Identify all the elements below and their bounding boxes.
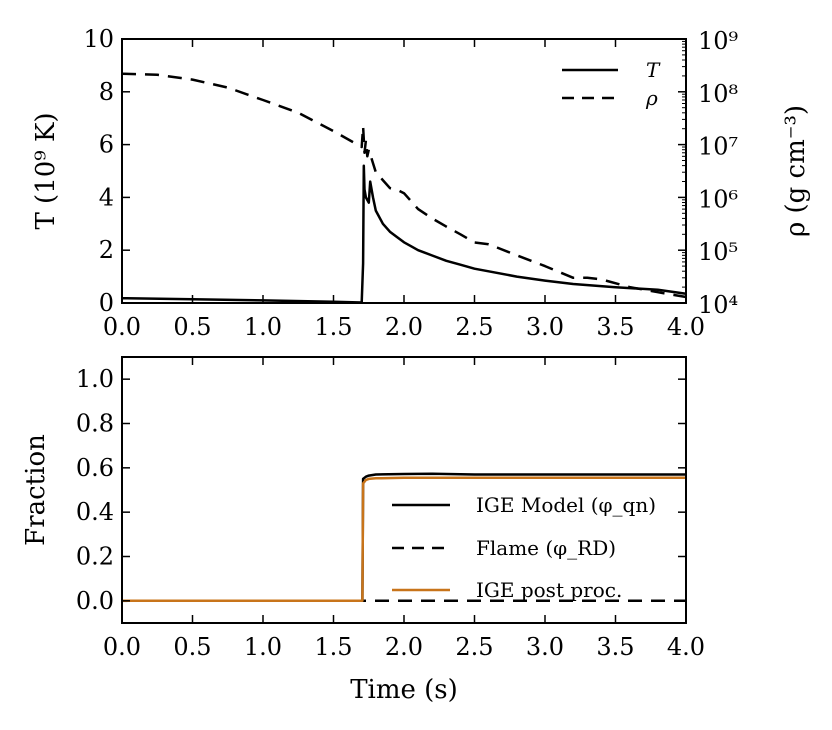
y2-tick-label: 10⁴ bbox=[698, 291, 738, 319]
x-tick-label: 3.0 bbox=[526, 313, 564, 341]
x-tick-label: 3.0 bbox=[526, 633, 564, 661]
legend-label-ige-model: IGE Model (φ_qn) bbox=[476, 493, 656, 517]
bottom-plot-area bbox=[122, 472, 686, 603]
y-tick-label: 0.6 bbox=[76, 454, 114, 482]
y2-tick-label: 10⁵ bbox=[698, 238, 738, 266]
top-legend: T ρ bbox=[562, 58, 661, 110]
x-tick-label: 1.0 bbox=[244, 633, 282, 661]
x-tick-label: 0.5 bbox=[173, 313, 211, 341]
x-tick-label: 3.5 bbox=[596, 313, 634, 341]
y2-tick-label: 10⁹ bbox=[698, 27, 739, 55]
series-line-ige-post-proc- bbox=[122, 476, 686, 603]
x-tick-label: 2.5 bbox=[455, 313, 493, 341]
x-tick-label: 0.0 bbox=[103, 633, 141, 661]
legend-label-rho: ρ bbox=[645, 86, 658, 110]
x-tick-label: 1.0 bbox=[244, 313, 282, 341]
top-y2-axis-label: ρ (g cm⁻³) bbox=[781, 105, 811, 237]
y-tick-label: 0.4 bbox=[76, 498, 114, 526]
y-tick-label: 6 bbox=[99, 131, 114, 159]
x-tick-label: 4.0 bbox=[667, 633, 705, 661]
y-tick-label: 1.0 bbox=[76, 365, 114, 393]
y-tick-label: 4 bbox=[99, 183, 114, 211]
x-tick-label: 2.0 bbox=[385, 313, 423, 341]
y-tick-label: 0.8 bbox=[76, 410, 114, 438]
x-tick-label: 0.0 bbox=[103, 313, 141, 341]
y2-tick-label: 10⁸ bbox=[698, 80, 738, 108]
y2-tick-label: 10⁶ bbox=[698, 185, 738, 213]
bottom-legend: IGE Model (φ_qn) Flame (φ_RD) IGE post p… bbox=[392, 493, 656, 602]
x-axis-label: Time (s) bbox=[350, 675, 458, 705]
top-plot-area bbox=[121, 72, 687, 304]
legend-label-ige-post: IGE post proc. bbox=[476, 578, 622, 602]
top-panel: 0.0 0.5 1.0 1.5 2.0 2.5 3.0 3.5 4.0 0 2 4 6 8 10 10⁴ 10⁵… bbox=[31, 25, 811, 341]
x-tick-label: 4.0 bbox=[667, 313, 705, 341]
x-tick-label: 2.0 bbox=[385, 633, 423, 661]
legend-label-flame: Flame (φ_RD) bbox=[476, 536, 616, 560]
top-ticks: 0.0 0.5 1.0 1.5 2.0 2.5 3.0 3.5 4.0 0 2 4 6 8 10 10⁴ 10⁵… bbox=[83, 25, 738, 341]
y-tick-label: 0.2 bbox=[76, 543, 114, 571]
x-tick-label: 0.5 bbox=[173, 633, 211, 661]
bottom-ticks: 0.0 0.5 1.0 1.5 2.0 2.5 3.0 3.5 4.0 0.0 0.2 0.4 0.6 0… bbox=[76, 357, 705, 661]
series-line-- bbox=[121, 72, 687, 299]
y-tick-label: 2 bbox=[99, 236, 114, 264]
bottom-y-axis-label: Fraction bbox=[21, 434, 51, 546]
y2-tick-label: 10⁷ bbox=[698, 133, 738, 161]
series-line-t bbox=[121, 164, 687, 304]
x-tick-label: 1.5 bbox=[314, 633, 352, 661]
top-axes-frame bbox=[121, 38, 687, 304]
y-tick-label: 8 bbox=[99, 78, 114, 106]
legend-label-T: T bbox=[646, 58, 661, 82]
y-tick-label: 10 bbox=[83, 25, 114, 53]
y-tick-label: 0 bbox=[99, 289, 114, 317]
x-tick-label: 1.5 bbox=[314, 313, 352, 341]
top-y-axis-label: T (10⁹ K) bbox=[31, 112, 61, 229]
bottom-panel: 0.0 0.5 1.0 1.5 2.0 2.5 3.0 3.5 4.0 0.0 0.2 0.4 0.6 0… bbox=[21, 356, 705, 705]
x-tick-label: 3.5 bbox=[596, 633, 634, 661]
y-tick-label: 0.0 bbox=[76, 587, 114, 615]
x-tick-label: 2.5 bbox=[455, 633, 493, 661]
